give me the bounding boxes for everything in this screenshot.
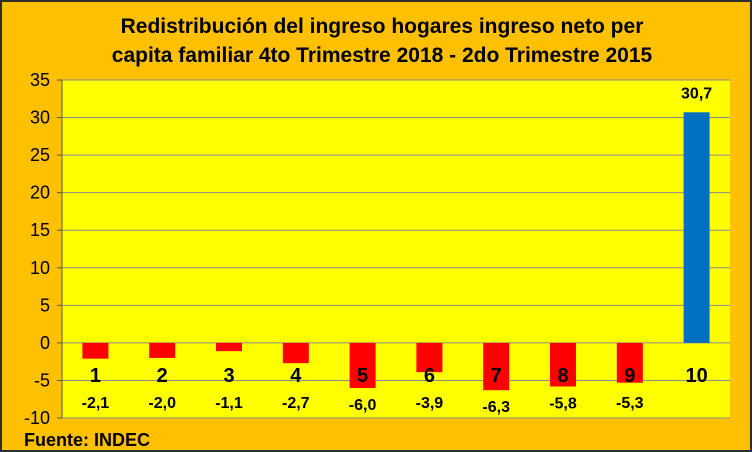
y-tick-label: 30	[30, 108, 50, 128]
y-tick-label: 20	[30, 183, 50, 203]
category-label: 7	[491, 365, 502, 387]
category-label: 1	[90, 365, 101, 387]
y-tick-label: -5	[34, 370, 50, 390]
data-label: -2,0	[148, 395, 176, 412]
bar	[416, 342, 443, 373]
y-tick-label: 15	[30, 220, 50, 240]
y-tick-label: -10	[24, 408, 50, 428]
y-axis: 35 30 25 20 15 10 5 0 -5 -10	[24, 70, 63, 428]
labels: 1 -2,1 2 -2,0 3 -1,1 4 -2,7 5 -6,0 6 -3,9 7 -6,3 8 -5,8…	[82, 85, 713, 416]
data-label: -5,3	[616, 395, 644, 412]
chart-title: Redistribución del ingreso hogares ingre…	[62, 12, 702, 70]
chart-title-line-2: capita familiar 4to Trimestre 2018 - 2do…	[111, 44, 653, 67]
bar	[349, 342, 376, 388]
bar	[149, 342, 176, 358]
bar	[216, 342, 242, 352]
data-label: -5,8	[549, 395, 577, 412]
category-label: 9	[624, 365, 635, 387]
bar	[82, 342, 109, 359]
bar	[683, 112, 710, 343]
data-label: -2,7	[282, 395, 310, 412]
bars	[82, 112, 710, 391]
data-label: -3,9	[416, 395, 444, 412]
category-label: 3	[223, 365, 234, 387]
category-label: 6	[424, 365, 435, 387]
bar	[616, 342, 643, 383]
data-label: -6,0	[349, 397, 377, 414]
y-tick-label: 25	[30, 145, 50, 165]
y-tick-label: 5	[40, 295, 50, 315]
category-label: 5	[357, 365, 368, 387]
category-label: 8	[557, 365, 568, 387]
category-label: 2	[157, 365, 168, 387]
data-label: -6,3	[482, 399, 510, 416]
category-label: 4	[290, 365, 302, 387]
bar	[550, 342, 576, 387]
chart-title-line-1: Redistribución del ingreso hogares ingre…	[120, 15, 644, 38]
source-note: Fuente: INDEC	[24, 430, 150, 450]
data-label: -2,1	[82, 395, 110, 412]
y-tick-label: 0	[40, 333, 50, 353]
data-label: -1,1	[215, 395, 243, 412]
data-label: 30,7	[681, 85, 712, 102]
bar	[282, 342, 309, 364]
category-label: 10	[685, 365, 707, 387]
bar	[483, 342, 510, 391]
y-tick-label: 35	[30, 70, 50, 90]
y-tick-label: 10	[30, 258, 50, 278]
